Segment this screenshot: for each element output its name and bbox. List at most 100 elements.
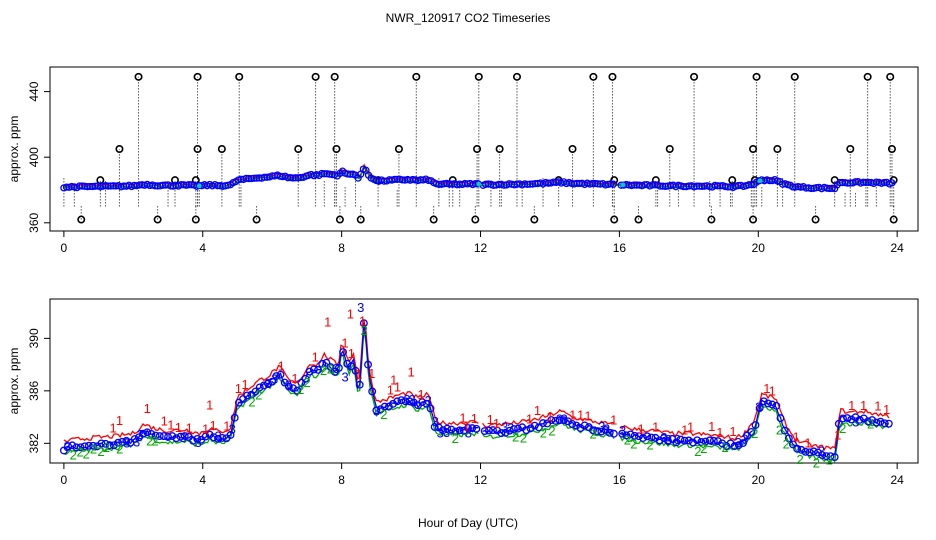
bottom-data-point	[655, 436, 664, 445]
top-data-point	[698, 182, 706, 191]
top-data-point	[521, 180, 529, 188]
bottom-data-point	[334, 363, 343, 372]
bottom-data-point	[251, 387, 260, 396]
top-flag-marker-low	[634, 215, 643, 224]
top-data-point	[318, 169, 326, 178]
top-flag-marker-high	[330, 72, 339, 81]
top-data-point	[630, 181, 638, 189]
top-data-point	[724, 183, 732, 191]
bottom-data-point	[701, 437, 710, 446]
bottom-y-tick-label: 386	[27, 381, 41, 401]
bottom-data-point	[772, 401, 781, 410]
top-flag-marker-low	[471, 215, 480, 224]
bottom-series-label-2: 2	[320, 363, 327, 378]
bottom-series-label-1: 1	[729, 424, 736, 439]
bottom-data-point	[618, 429, 627, 438]
bottom-series-label-2: 2	[839, 421, 846, 436]
top-flag-marker-mid	[115, 145, 124, 154]
top-data-point	[823, 184, 831, 192]
bottom-data-point	[397, 396, 406, 405]
top-cyan-point	[757, 178, 763, 184]
top-flag-marker-mid	[473, 145, 482, 154]
top-data-point	[844, 179, 852, 187]
bottom-data-point	[730, 442, 739, 450]
bottom-data-point	[847, 415, 856, 424]
bottom-data-point	[159, 432, 168, 440]
top-x-axis: 0 4 8 12 16 20 24	[61, 231, 904, 255]
top-data-point	[789, 183, 797, 191]
bottom-data-point	[264, 379, 272, 388]
top-data-point	[130, 181, 138, 190]
bottom-data-point	[605, 428, 614, 437]
bottom-data-point	[801, 447, 810, 456]
bottom-series-label-2: 2	[647, 438, 654, 453]
bottom-series-label-1: 1	[493, 416, 500, 431]
bottom-data-point	[426, 404, 435, 413]
top-cyan-point	[476, 181, 482, 187]
bottom-data-point	[572, 421, 581, 430]
top-data-point	[633, 181, 641, 189]
top-flag-marker-mid	[495, 145, 504, 154]
top-flag-marker-high	[412, 72, 421, 81]
bottom-data-point	[139, 429, 147, 438]
top-flag-marker-high	[790, 72, 799, 81]
bottom-series-label-3: 3	[285, 378, 292, 393]
bottom-series-label-2: 2	[548, 424, 555, 439]
bottom-data-point	[218, 433, 227, 442]
bottom-series-label-2: 2	[624, 433, 631, 448]
bottom-series-label-1: 1	[202, 422, 209, 437]
top-data-point	[320, 170, 328, 178]
top-data-point	[260, 173, 269, 181]
bottom-data-point	[168, 432, 177, 440]
bottom-series-label-3: 3	[403, 392, 410, 407]
bottom-series-label-1: 1	[387, 383, 394, 398]
bottom-series-label-1: 1	[175, 420, 182, 435]
bottom-series-label-3: 3	[561, 411, 568, 426]
top-data-point	[549, 178, 558, 186]
bottom-data-point	[522, 426, 531, 435]
top-data-point	[523, 180, 532, 189]
bottom-series-label-1: 1	[459, 411, 466, 426]
bottom-series-label-1: 1	[355, 366, 362, 381]
bottom-data-point	[439, 426, 447, 435]
top-data-point	[185, 181, 193, 189]
bottom-series-label-1: 1	[341, 335, 348, 350]
top-data-point	[247, 174, 256, 183]
top-flag-marker-high	[512, 72, 521, 81]
top-flag-marker-low	[335, 215, 344, 224]
bottom-series-label-1: 1	[463, 418, 470, 433]
top-data-point	[807, 184, 815, 193]
bottom-series-label-1: 1	[223, 419, 230, 434]
bottom-data-point	[368, 387, 377, 396]
bottom-series-label-1: 1	[534, 403, 541, 418]
bottom-data-point	[443, 424, 452, 433]
top-data-point	[609, 180, 617, 188]
top-flag-marker-low	[429, 215, 438, 224]
top-data-point	[159, 181, 167, 189]
bottom-series-label-2: 2	[76, 445, 83, 460]
bottom-data-point	[509, 425, 518, 434]
bottom-data-point	[318, 359, 327, 368]
top-data-point	[289, 174, 297, 182]
bottom-data-point	[401, 397, 410, 406]
bottom-series-label-2: 2	[783, 436, 790, 451]
bottom-data-point	[751, 421, 760, 430]
bottom-series-label-1: 1	[394, 380, 401, 395]
top-flag-marker-low	[610, 215, 619, 224]
bottom-data-point	[380, 402, 389, 411]
bottom-series-label-1: 1	[144, 401, 151, 416]
bottom-data-point	[422, 399, 431, 408]
bottom-series-label-2: 2	[90, 441, 97, 456]
top-data-point	[588, 179, 597, 188]
bottom-data-point	[405, 397, 414, 406]
top-data-point	[385, 176, 394, 184]
bottom-series-label-2: 2	[151, 434, 158, 449]
bottom-y-tick-label: 382	[27, 433, 41, 453]
top-data-point	[112, 182, 120, 190]
top-flag-marker-high	[311, 72, 320, 81]
top-marks	[60, 72, 898, 224]
bottom-data-point	[114, 438, 123, 447]
bottom-series-label-1: 1	[860, 398, 867, 413]
top-data-point	[802, 184, 810, 192]
